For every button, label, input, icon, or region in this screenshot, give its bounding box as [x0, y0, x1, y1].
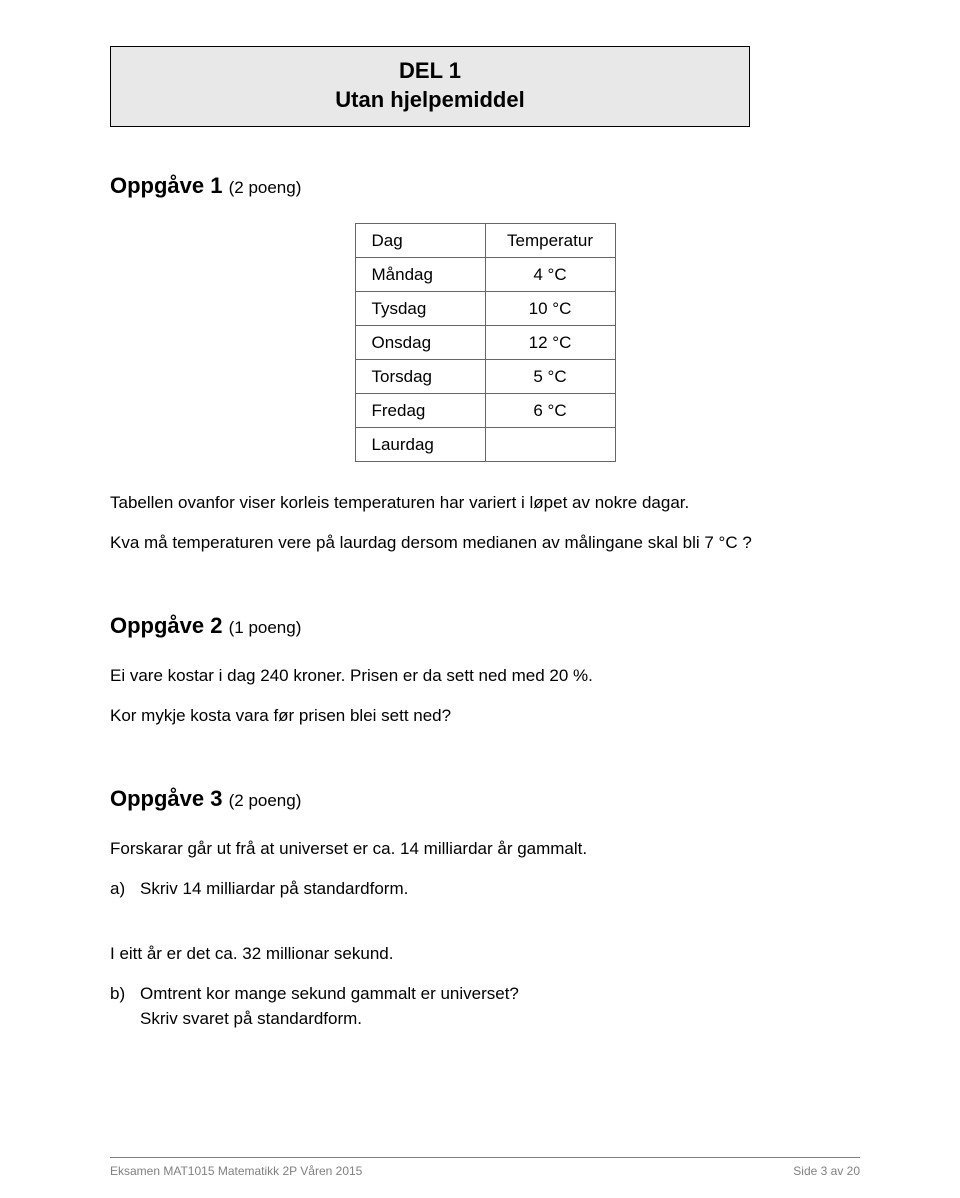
table-cell: 5 °C — [485, 360, 615, 394]
task-1-p1: Tabellen ovanfor viser korleis temperatu… — [110, 490, 860, 516]
task-3-b: b)Omtrent kor mange sekund gammalt er un… — [110, 981, 860, 1032]
task-2-title-main: Oppgåve 2 — [110, 613, 222, 638]
table-row: Fredag 6 °C — [355, 394, 615, 428]
task-2-p1: Ei vare kostar i dag 240 kroner. Prisen … — [110, 663, 860, 689]
table-cell: Torsdag — [355, 360, 485, 394]
task-2: Oppgåve 2 (1 poeng) Ei vare kostar i dag… — [110, 613, 860, 728]
task-3-points: (2 poeng) — [229, 791, 302, 810]
task-3: Oppgåve 3 (2 poeng) Forskarar går ut frå… — [110, 786, 860, 1032]
table-cell: Måndag — [355, 258, 485, 292]
table-cell — [485, 428, 615, 462]
footer-left: Eksamen MAT1015 Matematikk 2P Våren 2015 — [110, 1164, 362, 1178]
table-row: Dag Temperatur — [355, 224, 615, 258]
task-2-p2: Kor mykje kosta vara før prisen blei set… — [110, 703, 860, 729]
table-cell: 4 °C — [485, 258, 615, 292]
task-1-title-main: Oppgåve 1 — [110, 173, 222, 198]
table-header-temp: Temperatur — [485, 224, 615, 258]
task-3-b-text1: Omtrent kor mange sekund gammalt er univ… — [140, 984, 519, 1003]
task-1: Oppgåve 1 (2 poeng) Dag Temperatur Månda… — [110, 173, 860, 555]
task-3-p2: I eitt år er det ca. 32 millionar sekund… — [110, 941, 860, 967]
task-3-a-text: Skriv 14 milliardar på standardform. — [140, 879, 408, 898]
table-row: Laurdag — [355, 428, 615, 462]
section-header-box: DEL 1 Utan hjelpemiddel — [110, 46, 750, 127]
task-2-title: Oppgåve 2 (1 poeng) — [110, 613, 860, 639]
task-1-points: (2 poeng) — [229, 178, 302, 197]
task-3-title: Oppgåve 3 (2 poeng) — [110, 786, 860, 812]
task-3-b-letter: b) — [110, 981, 140, 1007]
table-cell: 10 °C — [485, 292, 615, 326]
table-cell: Tysdag — [355, 292, 485, 326]
table-cell: Fredag — [355, 394, 485, 428]
table-cell: 12 °C — [485, 326, 615, 360]
table-row: Måndag 4 °C — [355, 258, 615, 292]
task-3-a: a)Skriv 14 milliardar på standardform. — [110, 876, 860, 902]
task-3-title-main: Oppgåve 3 — [110, 786, 222, 811]
table-row: Tysdag 10 °C — [355, 292, 615, 326]
table-cell: 6 °C — [485, 394, 615, 428]
section-header-line1: DEL 1 — [127, 57, 733, 86]
footer-right: Side 3 av 20 — [793, 1164, 860, 1178]
task-3-b-text2: Skriv svaret på standardform. — [110, 1006, 860, 1032]
page-footer: Eksamen MAT1015 Matematikk 2P Våren 2015… — [110, 1157, 860, 1178]
task-1-title: Oppgåve 1 (2 poeng) — [110, 173, 860, 199]
table-cell: Laurdag — [355, 428, 485, 462]
task-2-points: (1 poeng) — [229, 618, 302, 637]
table-row: Torsdag 5 °C — [355, 360, 615, 394]
table-header-day: Dag — [355, 224, 485, 258]
section-header-line2: Utan hjelpemiddel — [127, 86, 733, 115]
table-row: Onsdag 12 °C — [355, 326, 615, 360]
temperature-table: Dag Temperatur Måndag 4 °C Tysdag 10 °C … — [355, 223, 616, 462]
task-1-p2: Kva må temperaturen vere på laurdag ders… — [110, 530, 860, 556]
table-cell: Onsdag — [355, 326, 485, 360]
task-3-p1: Forskarar går ut frå at universet er ca.… — [110, 836, 860, 862]
task-3-a-letter: a) — [110, 876, 140, 902]
